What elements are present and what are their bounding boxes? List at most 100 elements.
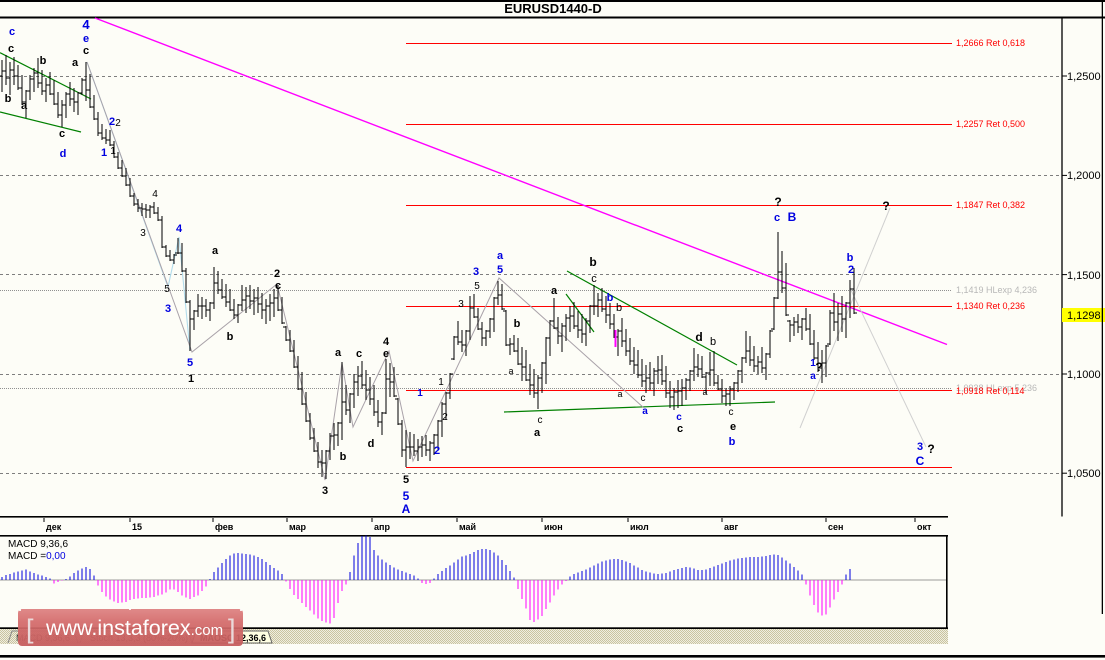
svg-text:2: 2 <box>434 445 440 457</box>
svg-text:d: d <box>60 148 67 160</box>
svg-text:?: ? <box>882 199 889 213</box>
svg-text:15: 15 <box>132 522 142 532</box>
svg-text:2: 2 <box>115 118 121 129</box>
svg-text:e: e <box>83 33 89 45</box>
svg-text:1: 1 <box>188 373 194 385</box>
svg-text:MACD =0,00: MACD =0,00 <box>8 551 66 562</box>
svg-text:a: a <box>335 347 342 359</box>
svg-text:e: e <box>383 348 389 360</box>
svg-text:]: ] <box>228 614 236 644</box>
svg-text:1,1419 HLexp 4,236: 1,1419 HLexp 4,236 <box>956 285 1037 295</box>
svg-text:a: a <box>551 285 558 297</box>
svg-text:e: e <box>730 421 736 433</box>
svg-text:c: c <box>591 273 597 285</box>
svg-text:3: 3 <box>458 299 464 310</box>
svg-text:a: a <box>508 366 513 376</box>
svg-text:1,0918 Ret 0,114: 1,0918 Ret 0,114 <box>956 386 1024 396</box>
svg-text:MACD 9,36,6: MACD 9,36,6 <box>8 539 68 550</box>
svg-text:3: 3 <box>140 228 146 239</box>
svg-text:a: a <box>617 389 622 399</box>
svg-text:1,1000: 1,1000 <box>1067 369 1101 381</box>
svg-text:апр: апр <box>374 522 390 532</box>
svg-text:c: c <box>641 393 646 404</box>
svg-text:b: b <box>40 55 47 67</box>
svg-text:?: ? <box>927 442 934 456</box>
svg-text:1,2666 Ret 0,618: 1,2666 Ret 0,618 <box>956 38 1025 48</box>
svg-text:1,2257 Ret 0,500: 1,2257 Ret 0,500 <box>956 119 1025 129</box>
svg-text:c: c <box>774 212 780 224</box>
svg-text:A: A <box>402 502 411 516</box>
svg-text:b: b <box>729 436 736 448</box>
svg-text:d: d <box>368 438 375 450</box>
svg-text:май: май <box>459 522 476 532</box>
svg-text:?: ? <box>774 195 781 209</box>
svg-text:5: 5 <box>403 474 409 486</box>
svg-text:4: 4 <box>152 189 158 200</box>
svg-text:1,0938 HLexp 5,236: 1,0938 HLexp 5,236 <box>956 383 1037 393</box>
svg-text:4: 4 <box>383 336 390 348</box>
svg-text:C: C <box>916 454 925 468</box>
svg-text:c: c <box>356 348 362 360</box>
svg-text:a: a <box>497 250 504 262</box>
svg-text:a: a <box>534 427 541 439</box>
svg-text:3: 3 <box>322 485 328 497</box>
svg-text:2: 2 <box>274 268 280 280</box>
svg-text:авг: авг <box>724 522 739 532</box>
svg-text:?: ? <box>815 360 822 374</box>
svg-text:мар: мар <box>289 522 307 532</box>
svg-text:b: b <box>847 252 854 264</box>
svg-text:2: 2 <box>442 412 448 423</box>
svg-text:a: a <box>810 371 816 382</box>
svg-text:1: 1 <box>417 388 423 399</box>
svg-text:c: c <box>677 423 683 435</box>
svg-text:B: B <box>788 210 797 224</box>
svg-text:c: c <box>83 45 89 57</box>
svg-text:b: b <box>5 93 12 105</box>
svg-text:дек: дек <box>46 522 62 532</box>
svg-text:5: 5 <box>474 281 480 292</box>
svg-text:5: 5 <box>497 264 503 276</box>
svg-text:b: b <box>514 318 521 330</box>
svg-text:b: b <box>607 292 614 304</box>
svg-text:июн: июн <box>544 522 563 532</box>
svg-text:b: b <box>616 302 622 314</box>
svg-text:EURUSD1440-D: EURUSD1440-D <box>504 1 602 16</box>
svg-text:1,0500: 1,0500 <box>1067 468 1101 480</box>
svg-text:4: 4 <box>82 17 90 32</box>
svg-text:3: 3 <box>917 441 923 453</box>
svg-text:c: c <box>8 43 14 55</box>
svg-text:c: c <box>9 26 15 38</box>
svg-text:1,1847 Ret 0,382: 1,1847 Ret 0,382 <box>956 200 1025 210</box>
svg-text:a: a <box>212 245 219 257</box>
svg-text:5: 5 <box>187 357 193 369</box>
svg-text:a: a <box>642 406 648 417</box>
svg-text:1,1340 Ret 0,236: 1,1340 Ret 0,236 <box>956 301 1025 311</box>
svg-text:d: d <box>695 330 702 344</box>
svg-text:b: b <box>589 255 596 269</box>
svg-text:c: c <box>729 407 734 418</box>
svg-text:1: 1 <box>810 358 816 369</box>
svg-text:фев: фев <box>215 522 234 532</box>
svg-text:1: 1 <box>101 147 107 159</box>
svg-text:c: c <box>538 415 543 426</box>
svg-text:a: a <box>702 387 707 397</box>
svg-text:[: [ <box>26 614 34 644</box>
svg-text:c: c <box>59 128 65 140</box>
svg-text:4: 4 <box>176 223 183 235</box>
svg-text:a: a <box>21 100 28 112</box>
svg-text:c: c <box>676 412 682 423</box>
svg-text:c: c <box>275 280 281 292</box>
svg-text:5: 5 <box>403 489 410 503</box>
svg-text:5: 5 <box>164 284 170 295</box>
svg-text:сен: сен <box>828 522 843 532</box>
svg-text:3: 3 <box>165 303 171 315</box>
svg-text:b: b <box>340 451 347 463</box>
svg-text:1,1500: 1,1500 <box>1067 270 1101 282</box>
svg-text:1: 1 <box>438 377 444 388</box>
svg-text:1: 1 <box>110 146 116 157</box>
svg-text:1,2500: 1,2500 <box>1067 71 1101 83</box>
svg-text:a: a <box>72 57 79 69</box>
svg-text:b: b <box>710 336 716 348</box>
svg-text:b: b <box>227 331 234 343</box>
svg-text:июл: июл <box>630 522 649 532</box>
